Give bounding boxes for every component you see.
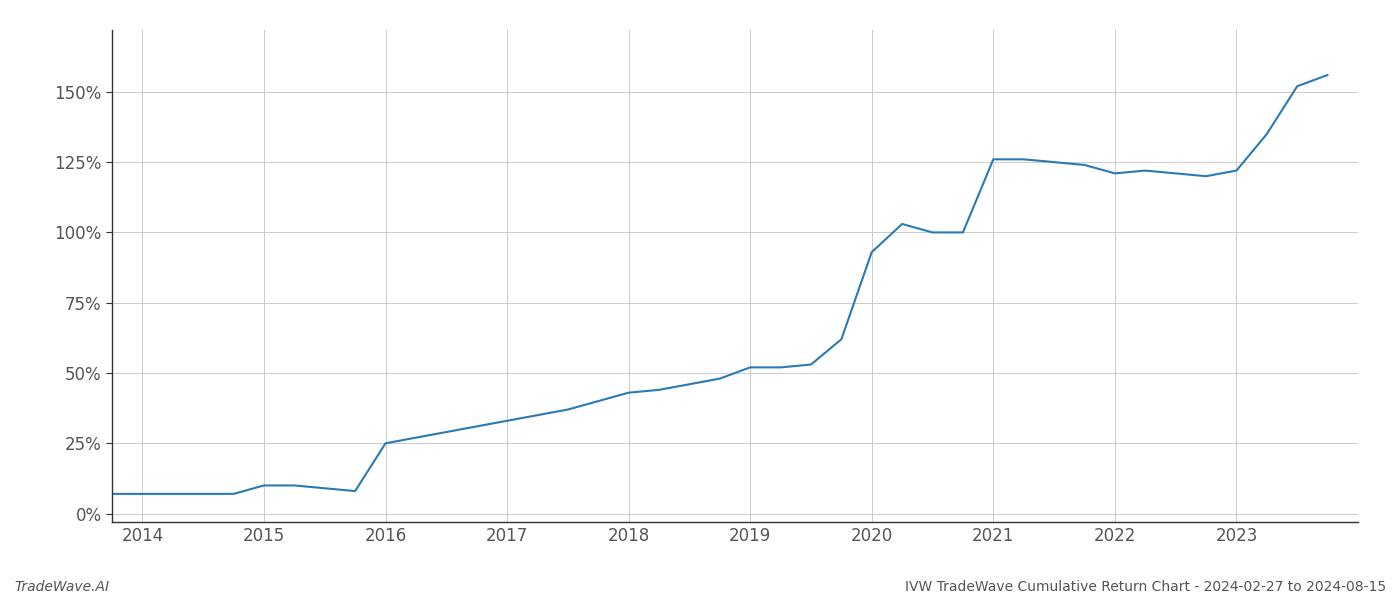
Text: TradeWave.AI: TradeWave.AI (14, 580, 109, 594)
Text: IVW TradeWave Cumulative Return Chart - 2024-02-27 to 2024-08-15: IVW TradeWave Cumulative Return Chart - … (904, 580, 1386, 594)
